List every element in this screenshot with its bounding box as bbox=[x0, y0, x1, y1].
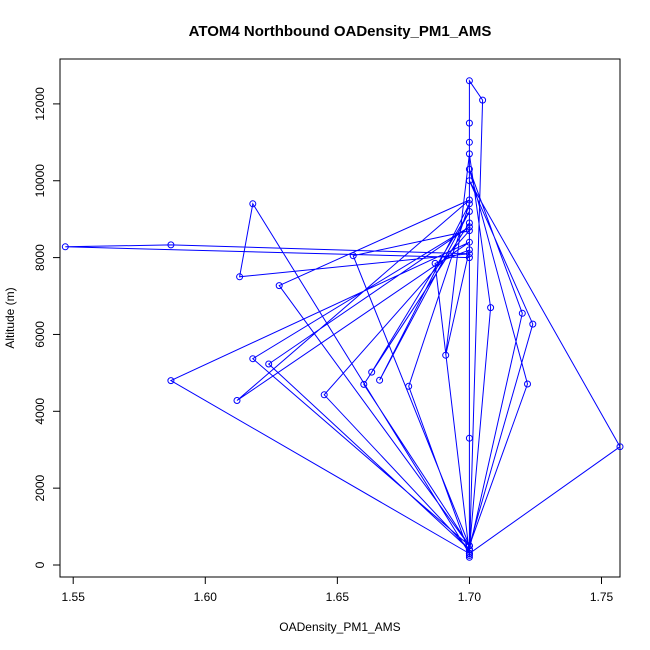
data-point bbox=[465, 200, 473, 208]
data-point bbox=[61, 243, 69, 251]
data-point bbox=[465, 434, 473, 442]
y-tick-label: 2000 bbox=[33, 474, 47, 501]
data-point bbox=[465, 227, 473, 235]
x-tick-label: 1.65 bbox=[326, 590, 350, 604]
y-tick-label: 4000 bbox=[33, 398, 47, 425]
data-point bbox=[487, 304, 495, 312]
data-point bbox=[524, 380, 531, 388]
x-tick-label: 1.70 bbox=[458, 590, 482, 604]
data-point bbox=[431, 259, 439, 267]
data-point bbox=[465, 150, 473, 158]
data-point bbox=[465, 553, 473, 561]
data-point bbox=[465, 219, 473, 227]
data-point bbox=[465, 119, 473, 127]
y-tick-label: 0 bbox=[33, 561, 47, 568]
data-point bbox=[368, 368, 376, 376]
y-tick-label: 10000 bbox=[33, 164, 47, 198]
data-point bbox=[465, 208, 473, 215]
data-point bbox=[249, 200, 257, 208]
data-point bbox=[479, 96, 487, 104]
data-point bbox=[405, 382, 413, 390]
data-point bbox=[465, 550, 473, 557]
y-axis: 0 2000 4000 6000 8000 10000 12000 bbox=[33, 87, 61, 568]
data-point bbox=[349, 252, 357, 260]
data-point bbox=[465, 196, 473, 204]
data-point bbox=[465, 138, 473, 146]
y-tick-label: 6000 bbox=[33, 321, 47, 348]
data-point bbox=[465, 250, 473, 258]
data-point bbox=[167, 241, 175, 249]
data-point bbox=[465, 542, 473, 550]
data-point bbox=[465, 254, 473, 262]
data-point bbox=[465, 238, 473, 246]
x-axis: 1.55 1.60 1.65 1.70 1.75 bbox=[62, 576, 614, 604]
data-point bbox=[518, 309, 526, 317]
data-point bbox=[616, 443, 624, 451]
data-point bbox=[442, 351, 450, 359]
series-line bbox=[65, 79, 621, 558]
data-point bbox=[320, 391, 328, 399]
y-tick-label: 12000 bbox=[33, 87, 47, 121]
plot-frame bbox=[59, 58, 621, 578]
data-point bbox=[465, 246, 473, 254]
data-point bbox=[236, 273, 244, 281]
data-point bbox=[376, 376, 384, 384]
data-point bbox=[233, 397, 241, 404]
x-tick-label: 1.60 bbox=[194, 590, 218, 604]
data-point bbox=[529, 320, 537, 328]
data-point bbox=[465, 177, 473, 185]
data-point bbox=[265, 360, 273, 368]
data-point bbox=[249, 355, 257, 363]
x-axis-label: OADensity_PM1_AMS bbox=[279, 620, 400, 634]
data-point bbox=[167, 377, 175, 385]
x-tick-label: 1.55 bbox=[62, 590, 86, 604]
data-point bbox=[360, 380, 368, 388]
data-point bbox=[465, 551, 473, 559]
data-point bbox=[275, 282, 283, 290]
chart-title: ATOM4 Northbound OADensity_PM1_AMS bbox=[189, 23, 492, 40]
data-point bbox=[465, 77, 473, 85]
series-layer bbox=[61, 77, 624, 561]
x-tick-label: 1.75 bbox=[590, 590, 614, 604]
data-point bbox=[465, 223, 473, 231]
data-point bbox=[465, 165, 473, 173]
y-axis-label: Altitude (m) bbox=[3, 287, 17, 348]
y-tick-label: 8000 bbox=[33, 244, 47, 271]
